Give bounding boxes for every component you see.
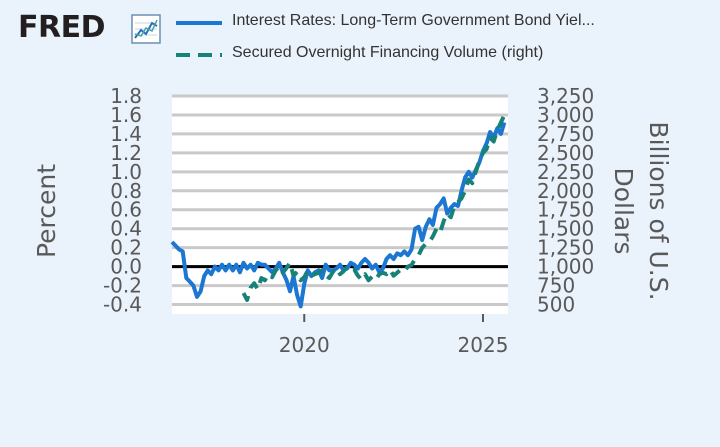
y-tick-label: 1.0 xyxy=(110,160,142,184)
legend-label-sofr-volume: Secured Overnight Financing Volume (righ… xyxy=(232,44,544,61)
y-axis-left-title: Percent xyxy=(32,164,61,258)
series-line-sofr-volume[interactable] xyxy=(241,113,509,302)
y2-tick-label: 1,250 xyxy=(537,236,594,260)
y2-tick-label: 2,000 xyxy=(537,179,594,203)
y-tick-label: -0.2 xyxy=(103,274,142,298)
y-axis-right-title-line2: Dollars xyxy=(609,167,638,254)
y2-tick-label: 3,000 xyxy=(537,103,594,127)
y-tick-label: 0.8 xyxy=(110,179,142,203)
y-tick-label: 1.2 xyxy=(110,141,142,165)
series-layer xyxy=(170,113,509,309)
fred-logo[interactable]: FRED xyxy=(18,10,106,45)
y2-tick-label: 1,750 xyxy=(537,198,594,222)
legend-swatch-solid xyxy=(176,21,222,25)
y2-tick-label: 500 xyxy=(537,293,575,317)
x-tick-label: 2020 xyxy=(279,333,330,357)
x-tick-label: 2025 xyxy=(458,333,509,357)
legend-label-bond-yield: Interest Rates: Long-Term Government Bon… xyxy=(232,12,595,29)
y-tick-label: 1.6 xyxy=(110,103,142,127)
y2-tick-label: 2,250 xyxy=(537,160,594,184)
x-axis-ticks: 2020 2025 xyxy=(279,314,509,357)
y2-tick-label: 1,500 xyxy=(537,217,594,241)
y2-tick-label: 2,500 xyxy=(537,141,594,165)
y-axis-right-ticks: 5007501,0001,2501,5001,7502,0002,2502,50… xyxy=(537,84,594,317)
series-line-bond-yield[interactable] xyxy=(170,121,507,309)
chart-header: FRED Interest Rates: Long-Term Governmen… xyxy=(0,0,720,80)
y-axis-left-ticks: -0.4-0.20.00.20.40.60.81.01.21.41.61.8 xyxy=(103,84,142,317)
legend-swatch-dashed xyxy=(176,53,222,57)
y-tick-label: 0.4 xyxy=(110,217,142,241)
y-axis-right-title-line1: Billions of U.S. xyxy=(644,121,673,300)
y-tick-label: 1.4 xyxy=(110,122,142,146)
y-tick-label: 0.0 xyxy=(110,255,142,279)
y-tick-label: -0.4 xyxy=(103,293,142,317)
y-tick-label: 1.8 xyxy=(110,84,142,108)
y2-tick-label: 3,250 xyxy=(537,84,594,108)
y2-tick-label: 2,750 xyxy=(537,122,594,146)
y-tick-label: 0.2 xyxy=(110,236,142,260)
y-tick-label: 0.6 xyxy=(110,198,142,222)
y2-tick-label: 1,000 xyxy=(537,255,594,279)
y2-tick-label: 750 xyxy=(537,274,575,298)
line-chart-icon[interactable] xyxy=(131,14,161,44)
